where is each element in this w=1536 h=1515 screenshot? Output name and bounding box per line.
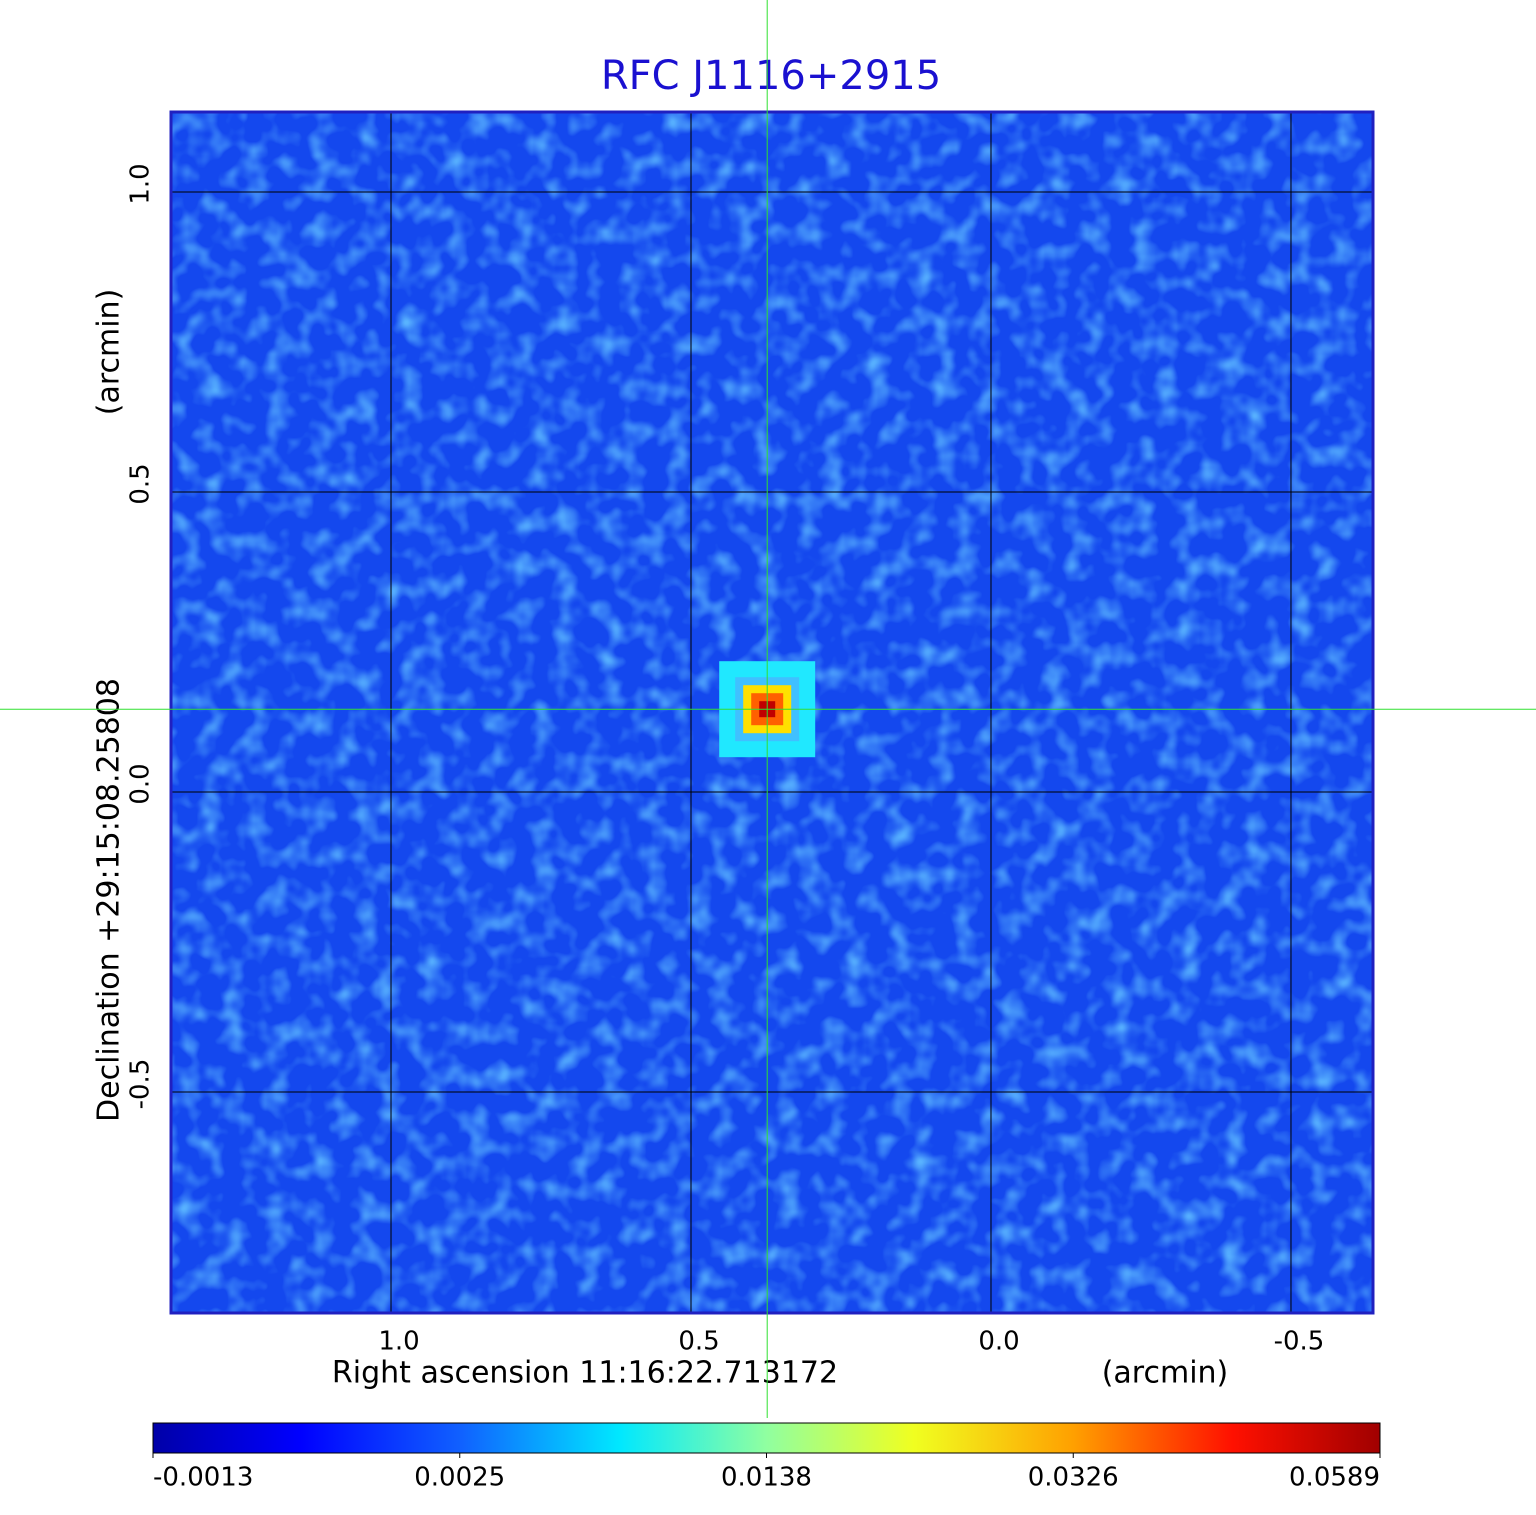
plot-frame	[169, 110, 1375, 1315]
x-tick-label: 0.5	[678, 1327, 719, 1357]
y-axis-label: Declination +29:15:08.25808	[92, 678, 127, 1122]
x-axis-label: Right ascension 11:16:22.713172	[332, 1356, 838, 1391]
colorbar	[152, 1422, 1381, 1454]
y-tick-label: 0.5	[126, 463, 156, 504]
colorbar-tick-label: -0.0013	[153, 1463, 253, 1493]
x-axis-unit: (arcmin)	[1102, 1356, 1229, 1391]
colorbar-tick-label: 0.0326	[1028, 1463, 1119, 1493]
y-axis-unit: (arcmin)	[92, 289, 127, 416]
colorbar-tick-label: 0.0138	[721, 1463, 812, 1493]
colorbar-tick-label: 0.0025	[414, 1463, 505, 1493]
x-tick-label: -0.5	[1274, 1327, 1325, 1357]
x-tick-label: 1.0	[378, 1327, 419, 1357]
y-tick-label: -0.5	[126, 1059, 156, 1110]
chart-title: RFC J1116+2915	[601, 53, 941, 99]
y-tick-label: 0.0	[126, 763, 156, 804]
y-tick-label: 1.0	[126, 163, 156, 204]
colorbar-tick-label: 0.0589	[1289, 1463, 1380, 1493]
x-tick-label: 0.0	[978, 1327, 1019, 1357]
